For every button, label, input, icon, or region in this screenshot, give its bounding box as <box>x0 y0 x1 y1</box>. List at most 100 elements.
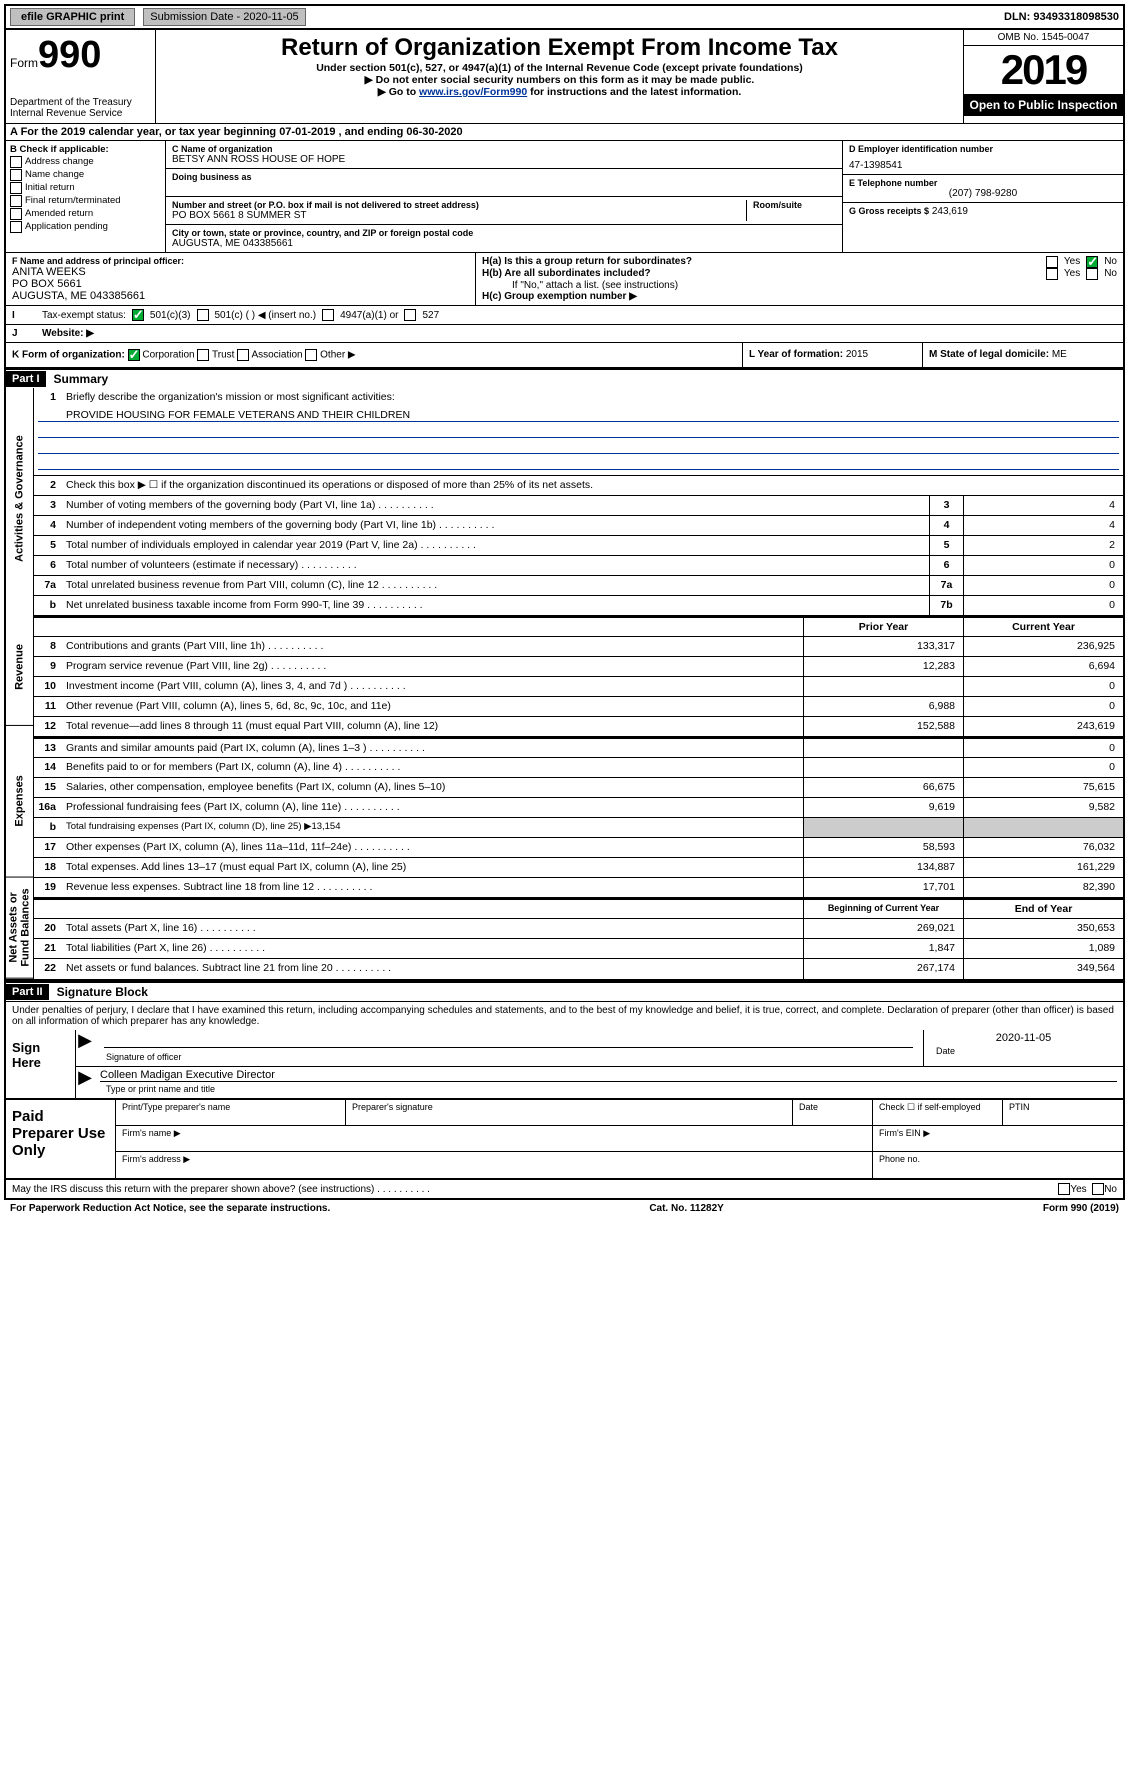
cb-501c3[interactable] <box>132 309 144 321</box>
goto-line: ▶ Go to www.irs.gov/Form990 for instruct… <box>164 86 955 98</box>
line-22: Net assets or fund balances. Subtract li… <box>62 959 803 979</box>
form-number: Form990 <box>10 34 151 77</box>
dept-treasury: Department of the Treasury <box>10 97 151 108</box>
cb-501c[interactable] <box>197 309 209 321</box>
cb-corp[interactable] <box>128 349 140 361</box>
city-label: City or town, state or province, country… <box>172 228 836 238</box>
col-current-year: Current Year <box>963 618 1123 636</box>
form-subtitle: Under section 501(c), 527, or 4947(a)(1)… <box>164 62 955 74</box>
side-tabs: Activities & Governance Revenue Expenses… <box>6 388 34 979</box>
tax-year: 2019 <box>964 46 1123 94</box>
ein-label: D Employer identification number <box>849 144 1117 154</box>
arrow-icon: ▶ <box>76 1067 94 1098</box>
cb-discuss-no[interactable] <box>1092 1183 1104 1195</box>
org-name-label: C Name of organization <box>172 144 836 154</box>
cb-ha-yes[interactable] <box>1046 256 1058 268</box>
val-4: 4 <box>963 516 1123 535</box>
cb-address-change[interactable] <box>10 156 22 168</box>
cb-application-pending[interactable] <box>10 221 22 233</box>
cb-initial-return[interactable] <box>10 182 22 194</box>
state-domicile: ME <box>1052 349 1067 360</box>
h-b-label: H(b) Are all subordinates included? <box>482 268 1040 279</box>
firm-addr-label: Firm's address ▶ <box>116 1152 873 1178</box>
typed-name: Colleen Madigan Executive Director <box>100 1069 1117 1082</box>
cb-discuss-yes[interactable] <box>1058 1183 1070 1195</box>
open-to-public: Open to Public Inspection <box>964 94 1123 116</box>
cb-4947[interactable] <box>322 309 334 321</box>
tab-revenue: Revenue <box>6 610 33 726</box>
cb-other[interactable] <box>305 349 317 361</box>
ptin-label: PTIN <box>1003 1100 1123 1125</box>
line-1-label: Briefly describe the organization's miss… <box>62 388 1123 406</box>
cb-assoc[interactable] <box>237 349 249 361</box>
ein-value: 47-1398541 <box>849 160 1117 171</box>
submission-date-box: Submission Date - 2020-11-05 <box>143 8 305 26</box>
col-begin-year: Beginning of Current Year <box>803 900 963 918</box>
efile-print-button[interactable]: efile GRAPHIC print <box>10 8 135 26</box>
perjury-statement: Under penalties of perjury, I declare th… <box>6 1002 1123 1030</box>
omb-number: OMB No. 1545-0047 <box>964 30 1123 46</box>
line-5: Total number of individuals employed in … <box>62 536 929 555</box>
h-c-label: H(c) Group exemption number ▶ <box>482 291 1117 302</box>
cat-number: Cat. No. 11282Y <box>649 1203 723 1214</box>
form990-link[interactable]: www.irs.gov/Form990 <box>419 86 527 98</box>
cb-ha-no[interactable] <box>1086 256 1098 268</box>
cb-name-change[interactable] <box>10 169 22 181</box>
phone-value: (207) 798-9280 <box>849 188 1117 199</box>
line-19: Revenue less expenses. Subtract line 18 … <box>62 878 803 897</box>
cb-hb-yes[interactable] <box>1046 268 1058 280</box>
form-990-number: 990 <box>38 34 101 76</box>
val-3: 4 <box>963 496 1123 515</box>
officer-addr1: PO BOX 5661 <box>12 278 469 290</box>
form-footer: Form 990 (2019) <box>1043 1203 1119 1214</box>
line-18: Total expenses. Add lines 13–17 (must eq… <box>62 858 803 877</box>
summary-table: Activities & Governance Revenue Expenses… <box>4 388 1125 981</box>
tab-activities-governance: Activities & Governance <box>6 388 33 610</box>
val-7a: 0 <box>963 576 1123 595</box>
paid-preparer-block: Paid Preparer Use Only Print/Type prepar… <box>4 1100 1125 1180</box>
discuss-label: May the IRS discuss this return with the… <box>12 1184 1058 1195</box>
cb-final-return[interactable] <box>10 195 22 207</box>
phone-label: E Telephone number <box>849 178 1117 188</box>
preparer-date-label: Date <box>793 1100 873 1125</box>
tab-net-assets: Net Assets or Fund Balances <box>6 877 33 979</box>
line-21: Total liabilities (Part X, line 26) <box>62 939 803 958</box>
cb-527[interactable] <box>404 309 416 321</box>
officer-name: ANITA WEEKS <box>12 266 469 278</box>
firm-ein-label: Firm's EIN ▶ <box>873 1126 1123 1151</box>
part-i-badge: Part I <box>6 371 46 387</box>
year-formation: 2015 <box>846 349 868 360</box>
line-12: Total revenue—add lines 8 through 11 (mu… <box>62 717 803 736</box>
box-b-label: B Check if applicable: <box>10 144 161 155</box>
gross-receipts-value: 243,619 <box>932 206 968 217</box>
typed-label: Type or print name and title <box>100 1082 1117 1096</box>
line-7a: Total unrelated business revenue from Pa… <box>62 576 929 595</box>
line-3: Number of voting members of the governin… <box>62 496 929 515</box>
val-6: 0 <box>963 556 1123 575</box>
tax-exempt-label: Tax-exempt status: <box>42 310 126 321</box>
org-city: AUGUSTA, ME 043385661 <box>172 238 836 249</box>
line-8: Contributions and grants (Part VIII, lin… <box>62 637 803 656</box>
box-l: L Year of formation: 2015 <box>743 343 923 367</box>
line-9: Program service revenue (Part VIII, line… <box>62 657 803 676</box>
tab-expenses: Expenses <box>6 726 33 878</box>
cb-trust[interactable] <box>197 349 209 361</box>
form-prefix: Form <box>10 56 38 70</box>
val-7b: 0 <box>963 596 1123 615</box>
part-ii-badge: Part II <box>6 984 49 1000</box>
room-label: Room/suite <box>753 200 836 210</box>
cb-amended[interactable] <box>10 208 22 220</box>
officer-label: F Name and address of principal officer: <box>12 256 469 266</box>
self-employed-label: Check ☐ if self-employed <box>873 1100 1003 1125</box>
signature-block: Under penalties of perjury, I declare th… <box>4 1001 1125 1100</box>
part-ii-header: Part II Signature Block <box>4 981 1125 1001</box>
period-row: A For the 2019 calendar year, or tax yea… <box>4 123 1125 141</box>
paid-preparer-label: Paid Preparer Use Only <box>6 1100 116 1178</box>
part-i-header: Part I Summary <box>4 369 1125 388</box>
h-b-note: If "No," attach a list. (see instruction… <box>482 280 1117 291</box>
preparer-name-label: Print/Type preparer's name <box>116 1100 346 1125</box>
sig-date-label: Date <box>930 1044 1117 1058</box>
discuss-row: May the IRS discuss this return with the… <box>4 1180 1125 1200</box>
box-k: K Form of organization: Corporation Trus… <box>6 343 743 367</box>
line-17: Other expenses (Part IX, column (A), lin… <box>62 838 803 857</box>
